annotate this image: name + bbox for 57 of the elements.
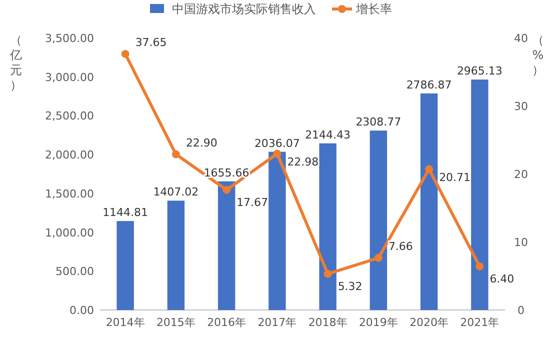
- data-label: 2036.07: [254, 136, 300, 150]
- data-label: 22.98: [287, 156, 319, 169]
- y-axis-title: （亿元）: [9, 33, 22, 92]
- y2-tick-label: 10: [514, 236, 528, 249]
- point: [324, 270, 332, 278]
- x-tick-label: 2018年: [308, 316, 348, 329]
- data-label: 37.65: [135, 36, 167, 49]
- x-tick-label: 2019年: [358, 316, 398, 329]
- y-tick-label: 0.00: [70, 304, 94, 317]
- y-tick-label: 500.00: [56, 265, 94, 278]
- x-tick-label: 2017年: [258, 316, 297, 329]
- data-label: 2144.43: [305, 128, 351, 142]
- data-label: 20.71: [439, 171, 471, 184]
- point: [425, 165, 434, 174]
- point: [374, 254, 382, 262]
- point: [172, 150, 180, 158]
- x-tick-label: 2015年: [156, 316, 196, 329]
- point: [222, 186, 231, 194]
- y2-tick-label: 40: [514, 32, 528, 45]
- data-label: 1144.81: [102, 206, 148, 220]
- legend-label: 中国游戏市场实际销售收入: [172, 2, 316, 16]
- point: [476, 262, 484, 270]
- bar: [218, 181, 236, 310]
- x-tick-label: 2021年: [460, 316, 500, 329]
- y-tick-label: 3,000.00: [45, 70, 94, 84]
- bar: [167, 200, 185, 310]
- y-tick-label: 1,500.00: [45, 187, 94, 200]
- legend-label: 增长率: [355, 2, 392, 16]
- y2-tick-label: 30: [514, 100, 528, 113]
- data-label: 2308.77: [356, 116, 402, 129]
- y-tick-label: 3,500.00: [45, 32, 94, 45]
- data-label: 2786.87: [406, 78, 452, 92]
- point: [273, 150, 282, 158]
- bar: [370, 130, 388, 310]
- x-tick-label: 2014年: [106, 316, 145, 329]
- bar: [116, 221, 134, 310]
- x-tick-label: 2020年: [410, 316, 449, 329]
- y2-tick-label: 0: [518, 304, 524, 317]
- point: [121, 50, 130, 58]
- x-tick-label: 2016年: [207, 316, 246, 329]
- y2-tick-label: 20: [514, 168, 528, 181]
- bar: [471, 80, 488, 310]
- y2-axis-title: （%）: [532, 33, 544, 77]
- data-label: 1655.66: [204, 166, 250, 180]
- bar: [420, 93, 438, 310]
- bar: [319, 143, 336, 310]
- y-tick-label: 2,500.00: [45, 110, 94, 123]
- data-label: 2965.13: [456, 64, 502, 78]
- data-label: 17.67: [236, 196, 268, 209]
- data-label: 22.90: [186, 136, 218, 150]
- y-tick-label: 1,000.00: [45, 226, 94, 240]
- data-label: 6.40: [490, 272, 514, 286]
- y-tick-label: 2,000.00: [45, 148, 94, 162]
- data-label: 5.32: [338, 280, 362, 293]
- data-label: 1407.02: [153, 186, 199, 199]
- bar: [268, 152, 286, 310]
- data-label: 7.66: [388, 240, 413, 253]
